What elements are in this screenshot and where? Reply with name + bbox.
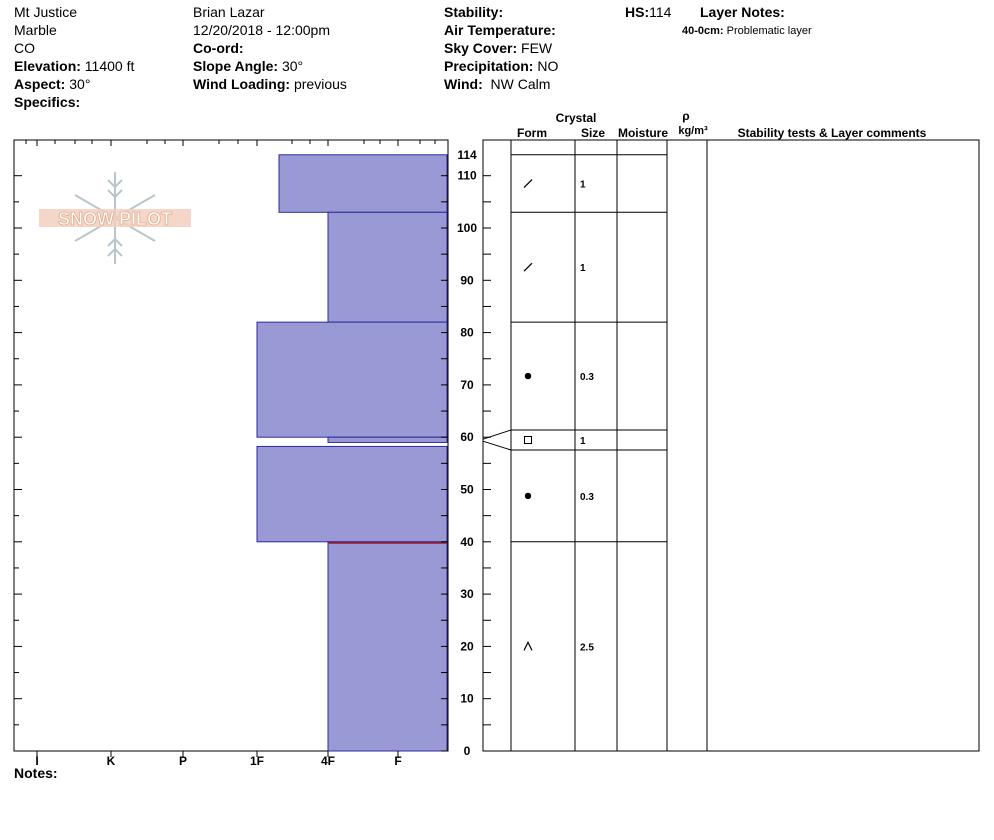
x-tick-label: P	[179, 754, 187, 768]
header-col-1: Mt Justice Marble CO Elevation: 11400 ft…	[14, 3, 134, 111]
y-tick-label: 114	[457, 148, 477, 162]
wind-loading-value: previous	[293, 76, 347, 92]
y-tick-label: 20	[460, 639, 474, 653]
logo-text: SNOW PILOT	[58, 209, 172, 229]
x-tick-label: 1F	[250, 754, 264, 768]
table-rows: 1 1 0.3 1 0.3 2.5	[482, 154, 667, 653]
slope-row: Slope Angle: 30°	[193, 57, 347, 75]
stability-row: Stability:	[444, 3, 558, 21]
layer-bar	[256, 445, 448, 543]
coord-row: Co-ord:	[193, 39, 347, 57]
y-tick-label: 70	[460, 378, 474, 392]
datetime: 12/20/2018 - 12:00pm	[193, 22, 330, 38]
elevation-value: 11400 ft	[84, 58, 135, 74]
y-tick-label: 40	[460, 535, 474, 549]
x-axis: I K P 1F 4F F	[25, 140, 436, 768]
layer-note: 40-0cm: Problematic layer	[682, 22, 812, 40]
size-cell: 1	[580, 180, 586, 191]
elevation-label: Elevation:	[14, 58, 81, 74]
wind-loading-label: Wind Loading:	[193, 76, 291, 92]
connector-line	[482, 440, 512, 451]
wind-loading-row: Wind Loading: previous	[193, 75, 347, 93]
hs-row: HS:114	[625, 3, 671, 21]
layer-bar	[327, 436, 448, 443]
aspect-row: Aspect: 30°	[14, 75, 134, 93]
layer-bar	[278, 154, 448, 213]
faceted-icon	[524, 436, 532, 444]
range: Marble	[14, 22, 57, 38]
y-tick-label: 90	[460, 273, 474, 287]
hs-label: HS:	[625, 4, 650, 20]
aspect-label: Aspect:	[14, 76, 66, 92]
x-tick-label: F	[394, 754, 401, 768]
form-header: Form	[517, 126, 547, 140]
layer-note-range: 40-0cm:	[682, 25, 724, 37]
snowpilot-logo: SNOW PILOT	[39, 172, 191, 264]
precip-row: Precipitation: NO	[444, 57, 558, 75]
sky-row: Sky Cover: FEW	[444, 39, 558, 57]
hardness-frame	[13, 139, 449, 752]
size-cell: 1	[580, 436, 586, 447]
wind-label: Wind:	[444, 76, 483, 92]
observer: Brian Lazar	[193, 4, 265, 20]
stability-label: Stability:	[444, 4, 504, 20]
decomposing-icon	[523, 179, 533, 188]
y-tick-label: 30	[460, 587, 474, 601]
size-cell: 1	[580, 263, 586, 274]
size-cell: 0.3	[580, 372, 594, 383]
y-tick-label: 110	[457, 169, 477, 183]
slope-label: Slope Angle:	[193, 58, 279, 74]
layer-bars	[256, 154, 448, 752]
decomposing-icon	[523, 262, 533, 272]
y-tick-label: 80	[460, 326, 474, 340]
moisture-header: Moisture	[618, 126, 668, 140]
size-cell: 2.5	[580, 642, 594, 653]
y-tick-label: 60	[460, 430, 474, 444]
y-tick-label: 50	[460, 483, 474, 497]
wind-row: Wind: NW Calm	[444, 75, 558, 93]
y-tick-label: 10	[460, 692, 474, 706]
specifics-row: Specifics:	[14, 93, 134, 111]
connector-line	[482, 429, 512, 440]
slope-value: 30°	[281, 58, 304, 74]
layer-table-frame	[482, 139, 980, 752]
notes-label: Notes:	[14, 765, 58, 781]
depth-hoar-icon	[523, 641, 533, 651]
x-tick-label: 4F	[321, 754, 335, 768]
layer-notes-heading: Layer Notes:	[700, 4, 785, 20]
header-col-3: Stability: Air Temperature: Sky Cover: F…	[444, 3, 558, 93]
wind-value: NW Calm	[490, 76, 551, 92]
sky-value: FEW	[521, 40, 553, 56]
crystal-header: Crystal	[556, 111, 597, 125]
layer-note-text: Problematic layer	[726, 25, 812, 37]
y-tick-label: 100	[457, 221, 477, 235]
comments-header: Stability tests & Layer comments	[738, 126, 927, 140]
size-header: Size	[581, 126, 605, 140]
precip-value: NO	[537, 58, 559, 74]
size-cell: 0.3	[580, 492, 594, 503]
x-tick-label: I	[35, 754, 38, 768]
layer-bar	[327, 541, 448, 752]
rounded-grain-icon	[524, 492, 532, 500]
layer-bar	[256, 321, 448, 438]
elevation-row: Elevation: 11400 ft	[14, 57, 134, 75]
rho-header: ρ	[682, 109, 689, 123]
state: CO	[14, 40, 35, 56]
sky-label: Sky Cover:	[444, 40, 518, 56]
location: Mt Justice	[14, 4, 78, 20]
rounded-grain-icon	[524, 372, 532, 380]
air-temp-label: Air Temperature:	[444, 22, 556, 38]
air-temp-row: Air Temperature:	[444, 21, 558, 39]
header-col-2: Brian Lazar 12/20/2018 - 12:00pm Co-ord:…	[193, 3, 347, 93]
x-tick-label: K	[107, 754, 116, 768]
precip-label: Precipitation:	[444, 58, 534, 74]
y-tick-label: 0	[464, 744, 471, 758]
layer-bar	[327, 211, 448, 323]
density-unit-header: kg/m³	[678, 125, 708, 137]
coord-label: Co-ord:	[193, 40, 244, 56]
specifics-label: Specifics:	[14, 94, 81, 110]
aspect-value: 30°	[69, 76, 91, 92]
hs-value: 114	[649, 4, 672, 20]
